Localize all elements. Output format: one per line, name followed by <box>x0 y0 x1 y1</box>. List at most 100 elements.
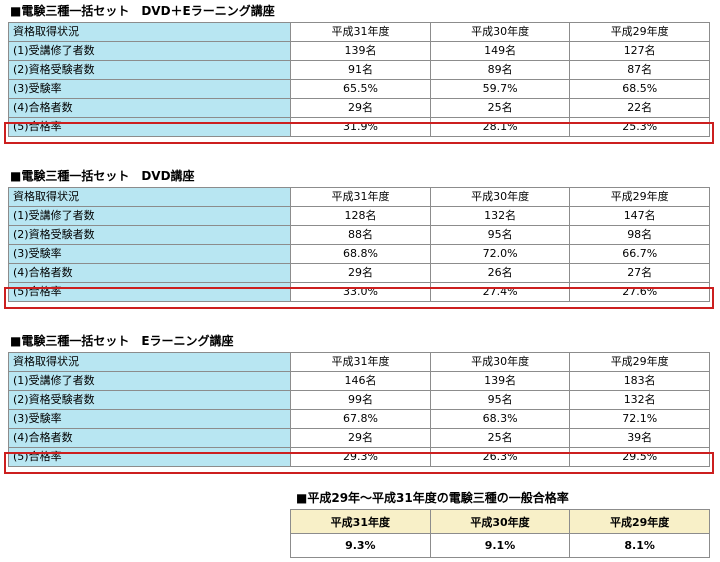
row-label: (3)受験率 <box>9 245 291 263</box>
header-cell: 資格取得状況 <box>9 188 291 206</box>
value-cell: 146名 <box>291 372 430 390</box>
value-cell: 127名 <box>570 42 709 60</box>
table-row: (4)合格者数 29名 26名 27名 <box>9 264 709 282</box>
value-cell: 87名 <box>570 61 709 79</box>
value-cell: 95名 <box>430 226 570 244</box>
value-cell: 26.3% <box>430 448 570 466</box>
table-row-pass-rate: (5)合格率 33.0% 27.4% 27.6% <box>9 283 709 301</box>
general-pass-rate-section: ■平成29年～平成31年度の電験三種の一般合格率 平成31年度 平成30年度 平… <box>290 490 710 558</box>
value-cell: 128名 <box>291 207 430 225</box>
table-header-row: 資格取得状況 平成31年度 平成30年度 平成29年度 <box>9 188 709 206</box>
value-cell: 29.5% <box>570 448 709 466</box>
value-cell: 59.7% <box>430 80 570 98</box>
value-cell: 29名 <box>291 429 430 447</box>
value-cell: 99名 <box>291 391 430 409</box>
value-cell: 25.3% <box>570 118 709 136</box>
row-label: (4)合格者数 <box>9 99 291 117</box>
value-cell: 132名 <box>570 391 709 409</box>
table-row: (4)合格者数 29名 25名 22名 <box>9 99 709 117</box>
table-row: (1)受講修了者数 146名 139名 183名 <box>9 372 709 390</box>
row-label: (2)資格受験者数 <box>9 61 291 79</box>
value-cell: 25名 <box>430 429 570 447</box>
value-cell: 26名 <box>430 264 570 282</box>
value-cell: 149名 <box>430 42 570 60</box>
section-title: ■電験三種一括セット DVD講座 <box>10 169 195 183</box>
row-label: (4)合格者数 <box>9 264 291 282</box>
value-cell: 68.8% <box>291 245 430 263</box>
value-cell: 29.3% <box>291 448 430 466</box>
header-cell: 資格取得状況 <box>9 353 291 371</box>
value-cell: 72.0% <box>430 245 570 263</box>
value-cell: 88名 <box>291 226 430 244</box>
row-label: (2)資格受験者数 <box>9 391 291 409</box>
table-header-row: 資格取得状況 平成31年度 平成30年度 平成29年度 <box>9 353 709 371</box>
row-label: (3)受験率 <box>9 80 291 98</box>
table-row: 9.3% 9.1% 8.1% <box>291 534 709 557</box>
value-cell: 95名 <box>430 391 570 409</box>
row-label: (3)受験率 <box>9 410 291 428</box>
value-cell: 91名 <box>291 61 430 79</box>
table-row-pass-rate: (5)合格率 31.9% 28.1% 25.3% <box>9 118 709 136</box>
header-cell: 平成30年度 <box>430 23 570 41</box>
value-cell: 139名 <box>291 42 430 60</box>
results-table: 資格取得状況 平成31年度 平成30年度 平成29年度 (1)受講修了者数 12… <box>8 187 710 302</box>
table-row: (3)受験率 67.8% 68.3% 72.1% <box>9 410 709 428</box>
table-row: (2)資格受験者数 91名 89名 87名 <box>9 61 709 79</box>
value-cell: 9.1% <box>430 534 570 557</box>
general-pass-rate-table: 平成31年度 平成30年度 平成29年度 9.3% 9.1% 8.1% <box>290 509 710 558</box>
row-label: (4)合格者数 <box>9 429 291 447</box>
table-row: (1)受講修了者数 139名 149名 127名 <box>9 42 709 60</box>
header-cell: 平成29年度 <box>570 353 709 371</box>
table-header-row: 平成31年度 平成30年度 平成29年度 <box>291 510 709 533</box>
value-cell: 67.8% <box>291 410 430 428</box>
table-row: (1)受講修了者数 128名 132名 147名 <box>9 207 709 225</box>
table-row: (3)受験率 68.8% 72.0% 66.7% <box>9 245 709 263</box>
value-cell: 25名 <box>430 99 570 117</box>
header-cell: 平成31年度 <box>291 353 430 371</box>
table-row: (4)合格者数 29名 25名 39名 <box>9 429 709 447</box>
value-cell: 66.7% <box>570 245 709 263</box>
value-cell: 29名 <box>291 264 430 282</box>
section-elearning: ■電験三種一括セット Eラーニング講座 資格取得状況 平成31年度 平成30年度… <box>4 333 714 474</box>
value-cell: 27名 <box>570 264 709 282</box>
results-table: 資格取得状況 平成31年度 平成30年度 平成29年度 (1)受講修了者数 13… <box>8 22 710 137</box>
header-cell: 平成30年度 <box>430 510 570 533</box>
row-label: (1)受講修了者数 <box>9 207 291 225</box>
section-dvd: ■電験三種一括セット DVD講座 資格取得状況 平成31年度 平成30年度 平成… <box>4 168 714 309</box>
table-row: (2)資格受験者数 88名 95名 98名 <box>9 226 709 244</box>
section-title: ■平成29年～平成31年度の電験三種の一般合格率 <box>296 491 569 505</box>
header-cell: 平成31年度 <box>291 510 430 533</box>
value-cell: 9.3% <box>291 534 430 557</box>
value-cell: 68.5% <box>570 80 709 98</box>
table-row-pass-rate: (5)合格率 29.3% 26.3% 29.5% <box>9 448 709 466</box>
value-cell: 22名 <box>570 99 709 117</box>
value-cell: 29名 <box>291 99 430 117</box>
header-cell: 平成29年度 <box>570 188 709 206</box>
row-label: (2)資格受験者数 <box>9 226 291 244</box>
row-label: (1)受講修了者数 <box>9 372 291 390</box>
header-cell: 平成31年度 <box>291 23 430 41</box>
results-table: 資格取得状況 平成31年度 平成30年度 平成29年度 (1)受講修了者数 14… <box>8 352 710 467</box>
value-cell: 27.6% <box>570 283 709 301</box>
header-cell: 平成30年度 <box>430 353 570 371</box>
row-label: (5)合格率 <box>9 118 291 136</box>
table-row: (2)資格受験者数 99名 95名 132名 <box>9 391 709 409</box>
header-cell: 平成30年度 <box>430 188 570 206</box>
value-cell: 72.1% <box>570 410 709 428</box>
section-title: ■電験三種一括セット DVD＋Eラーニング講座 <box>10 4 275 18</box>
value-cell: 183名 <box>570 372 709 390</box>
header-cell: 平成31年度 <box>291 188 430 206</box>
value-cell: 132名 <box>430 207 570 225</box>
value-cell: 139名 <box>430 372 570 390</box>
value-cell: 31.9% <box>291 118 430 136</box>
value-cell: 68.3% <box>430 410 570 428</box>
value-cell: 65.5% <box>291 80 430 98</box>
value-cell: 33.0% <box>291 283 430 301</box>
header-cell: 資格取得状況 <box>9 23 291 41</box>
value-cell: 147名 <box>570 207 709 225</box>
value-cell: 39名 <box>570 429 709 447</box>
value-cell: 27.4% <box>430 283 570 301</box>
value-cell: 8.1% <box>570 534 709 557</box>
value-cell: 28.1% <box>430 118 570 136</box>
value-cell: 89名 <box>430 61 570 79</box>
